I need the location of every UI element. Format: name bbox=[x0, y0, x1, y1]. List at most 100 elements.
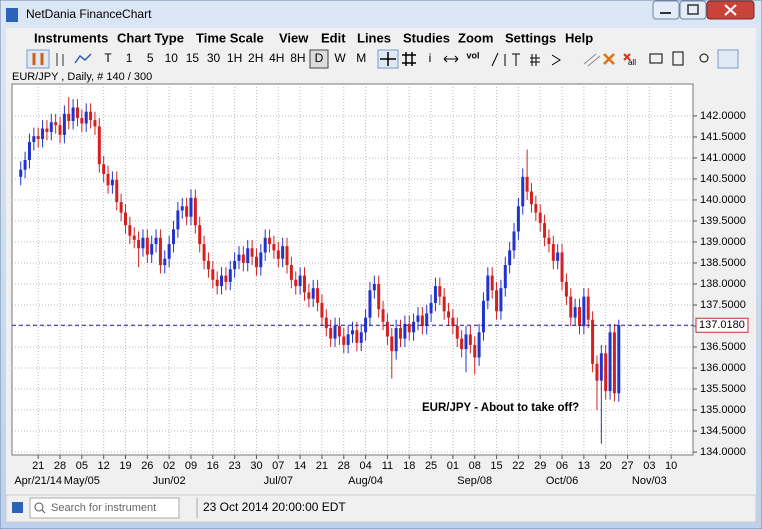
candle-body bbox=[372, 283, 376, 291]
menu-item[interactable]: Help bbox=[565, 30, 593, 45]
menu-item[interactable]: Zoom bbox=[458, 30, 493, 45]
maximize-button[interactable] bbox=[679, 0, 707, 20]
menu-item[interactable]: Lines bbox=[357, 30, 391, 45]
candle-body bbox=[612, 332, 616, 394]
candle-body bbox=[608, 332, 612, 392]
zoom-rect-button[interactable] bbox=[717, 49, 739, 69]
current-price-label: 137.0180 bbox=[699, 319, 745, 331]
candle-body bbox=[71, 107, 75, 121]
y-tick-label: 137.5000 bbox=[700, 299, 746, 311]
x-month-label: Sep/08 bbox=[457, 475, 492, 487]
interval-button[interactable]: 5 bbox=[147, 51, 154, 65]
candle-body bbox=[591, 319, 595, 364]
interval-button[interactable]: 30 bbox=[207, 51, 221, 65]
preview-icon[interactable] bbox=[672, 51, 684, 66]
delete-all-label[interactable]: all bbox=[628, 58, 636, 67]
candle-body bbox=[67, 113, 71, 121]
candle-body bbox=[272, 244, 276, 251]
drawing-tools[interactable] bbox=[491, 52, 561, 67]
selected-interval bbox=[309, 49, 329, 69]
candle-body bbox=[595, 363, 599, 381]
annotation: EUR/JPY - About to take off? bbox=[422, 402, 579, 414]
candle-body bbox=[586, 296, 590, 320]
x-month-label: Aug/04 bbox=[348, 475, 383, 487]
candle-body bbox=[62, 113, 66, 135]
menu-item[interactable]: Instruments bbox=[34, 30, 108, 45]
x-tick-label: 21 bbox=[32, 460, 44, 472]
minimize-button[interactable] bbox=[652, 0, 680, 20]
menu-item[interactable]: Time Scale bbox=[196, 30, 264, 45]
candle-body bbox=[246, 248, 250, 263]
candle-chart-button[interactable] bbox=[26, 49, 50, 69]
menu-item[interactable]: Studies bbox=[403, 30, 450, 45]
scroll-icon[interactable] bbox=[443, 55, 459, 63]
candle-body bbox=[193, 197, 197, 226]
zoom-icon[interactable] bbox=[699, 53, 709, 63]
interval-button[interactable]: 1H bbox=[227, 51, 242, 65]
search-box[interactable] bbox=[29, 497, 180, 519]
interval-button[interactable]: 4H bbox=[269, 51, 284, 65]
y-tick-label: 135.0000 bbox=[700, 404, 746, 416]
candle-body bbox=[460, 338, 464, 350]
candle-body bbox=[302, 275, 306, 293]
x-tick-label: 15 bbox=[490, 460, 502, 472]
menu-item[interactable]: Chart Type bbox=[117, 30, 184, 45]
x-tick-label: 28 bbox=[54, 460, 66, 472]
interval-button[interactable]: D bbox=[315, 51, 324, 65]
menu-item[interactable]: Settings bbox=[505, 30, 556, 45]
candle-body bbox=[412, 321, 416, 333]
volume-button[interactable]: vol bbox=[466, 50, 479, 60]
delete-all-icon[interactable] bbox=[623, 53, 631, 61]
x-month-label: Oct/06 bbox=[546, 475, 578, 487]
candle-body bbox=[241, 254, 245, 263]
delete-icon[interactable] bbox=[603, 53, 615, 65]
candle-body bbox=[23, 160, 27, 170]
interval-button[interactable]: T bbox=[104, 51, 112, 65]
candle-body bbox=[250, 248, 254, 257]
y-tick-label: 141.5000 bbox=[700, 131, 746, 143]
candle-body bbox=[512, 231, 516, 251]
candle-body bbox=[106, 173, 110, 186]
x-tick-label: 16 bbox=[207, 460, 219, 472]
interval-button[interactable]: W bbox=[334, 51, 346, 65]
x-tick-label: 22 bbox=[512, 460, 524, 472]
candle-body bbox=[268, 237, 272, 245]
crosshair-icon bbox=[380, 52, 396, 66]
candle-body bbox=[276, 250, 280, 259]
menu-item[interactable]: View bbox=[279, 30, 309, 45]
candle-body bbox=[355, 330, 359, 343]
candle-body bbox=[394, 328, 398, 352]
interval-button[interactable]: 10 bbox=[165, 51, 179, 65]
print-icon[interactable] bbox=[649, 53, 663, 64]
candle-body bbox=[377, 283, 381, 310]
search-icon bbox=[34, 502, 44, 512]
candle-body bbox=[508, 250, 512, 266]
y-tick-label: 141.0000 bbox=[700, 152, 746, 164]
candle-body bbox=[180, 206, 184, 211]
line-chart-icon[interactable] bbox=[74, 53, 92, 64]
info-button[interactable]: i bbox=[429, 51, 432, 65]
bar-chart-icon[interactable] bbox=[56, 53, 64, 66]
x-tick-label: 27 bbox=[621, 460, 633, 472]
candle-body bbox=[198, 225, 202, 245]
interval-button[interactable]: 8H bbox=[290, 51, 305, 65]
candle-body bbox=[329, 328, 333, 339]
interval-button[interactable]: 2H bbox=[248, 51, 263, 65]
candle-body bbox=[132, 235, 136, 240]
interval-button[interactable]: M bbox=[356, 51, 366, 65]
candle-body bbox=[433, 286, 437, 303]
x-tick-label: 19 bbox=[119, 460, 131, 472]
candle-body bbox=[58, 125, 62, 135]
grid-icon[interactable] bbox=[402, 52, 416, 66]
candle-body bbox=[529, 191, 533, 205]
interval-button[interactable]: 15 bbox=[186, 51, 200, 65]
menu-item[interactable]: Edit bbox=[321, 30, 346, 45]
chart-subtitle: EUR/JPY , Daily, # 140 / 300 bbox=[12, 71, 152, 83]
candle-body bbox=[468, 334, 472, 345]
candle-body bbox=[137, 239, 141, 249]
interval-button[interactable]: 1 bbox=[126, 51, 133, 65]
candle-body bbox=[97, 126, 101, 165]
channel-icon[interactable] bbox=[583, 53, 601, 67]
candle-body bbox=[84, 111, 88, 124]
candle-body bbox=[455, 326, 459, 339]
